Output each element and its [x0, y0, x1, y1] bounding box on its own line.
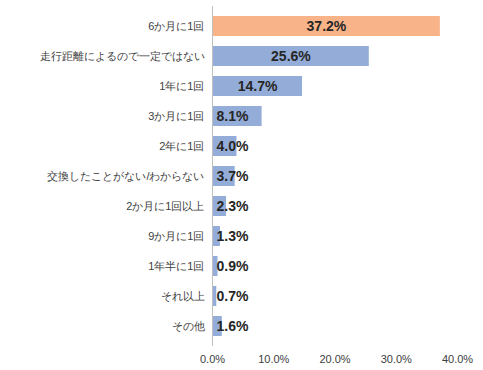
svg-text:30.0%: 30.0% — [381, 353, 412, 365]
svg-text:それ以上: それ以上 — [161, 290, 205, 302]
svg-text:0.9%: 0.9% — [217, 258, 249, 274]
svg-text:3か月に1回: 3か月に1回 — [148, 110, 204, 122]
svg-text:走行距離によるので一定ではない: 走行距離によるので一定ではない — [40, 50, 205, 62]
svg-text:0.0%: 0.0% — [200, 353, 225, 365]
svg-text:1.3%: 1.3% — [217, 228, 249, 244]
svg-text:交換したことがない/わからない: 交換したことがない/わからない — [47, 170, 204, 182]
svg-text:2年に1回: 2年に1回 — [159, 140, 204, 152]
svg-text:20.0%: 20.0% — [319, 353, 350, 365]
svg-text:1.6%: 1.6% — [217, 318, 249, 334]
svg-text:その他: その他 — [172, 320, 205, 332]
svg-text:1年半に1回: 1年半に1回 — [148, 260, 204, 272]
svg-text:1年に1回: 1年に1回 — [159, 80, 204, 92]
svg-text:6か月に1回: 6か月に1回 — [148, 20, 204, 32]
svg-text:0.7%: 0.7% — [217, 288, 249, 304]
svg-text:25.6%: 25.6% — [271, 48, 311, 64]
svg-text:9か月に1回: 9か月に1回 — [148, 230, 204, 242]
svg-text:4.0%: 4.0% — [217, 138, 249, 154]
svg-text:2.3%: 2.3% — [217, 198, 249, 214]
svg-text:8.1%: 8.1% — [217, 108, 249, 124]
svg-text:14.7%: 14.7% — [238, 78, 278, 94]
svg-text:10.0%: 10.0% — [258, 353, 289, 365]
svg-text:3.7%: 3.7% — [217, 168, 249, 184]
svg-text:37.2%: 37.2% — [307, 18, 347, 34]
svg-text:40.0%: 40.0% — [442, 353, 473, 365]
svg-text:2か月に1回以上: 2か月に1回以上 — [126, 200, 204, 212]
